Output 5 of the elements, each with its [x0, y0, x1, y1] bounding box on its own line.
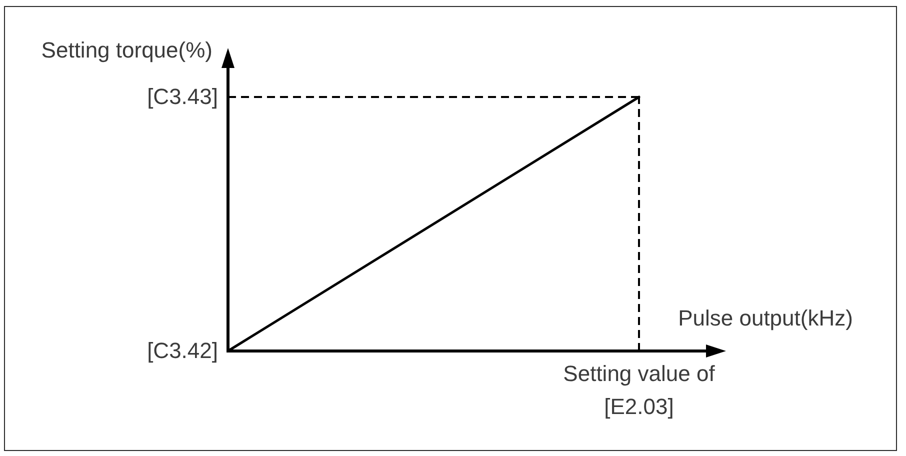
x-axis-title: Pulse output(kHz): [678, 306, 853, 330]
y-axis-title: Setting torque(%): [41, 38, 212, 62]
annotation: [C3.43]: [147, 84, 218, 109]
text: Setting value of [E2.03]: [563, 361, 716, 419]
annotation: [C3.42]: [147, 338, 218, 363]
